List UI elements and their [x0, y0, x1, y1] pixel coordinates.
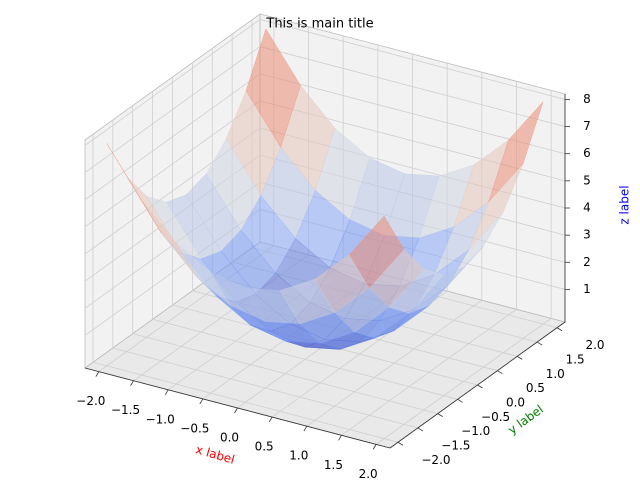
tick-mark [164, 389, 169, 396]
z-tick-label: 8 [583, 92, 591, 106]
z-tick-label: 3 [583, 228, 591, 242]
x-tick-label: 1.5 [324, 458, 343, 472]
surface-cell [488, 101, 544, 202]
tick-mark [199, 398, 204, 405]
y-tick-label: −1.0 [461, 424, 490, 438]
y-tick-label: 1.0 [546, 367, 565, 381]
grid-line [112, 347, 418, 429]
x-tick-label: 1.0 [289, 449, 308, 463]
tick-mark [477, 384, 483, 389]
tick-mark [437, 413, 443, 417]
grid-line [259, 19, 566, 100]
surface-cell [245, 28, 301, 148]
surface-cell [349, 215, 405, 289]
grid-line [84, 19, 261, 146]
y-tick-label: −0.5 [481, 410, 510, 424]
grid-line [152, 318, 458, 400]
z-tick-label: 6 [583, 146, 591, 160]
tick-mark [95, 371, 100, 377]
x-tick-label: −1.5 [111, 403, 140, 417]
tick-mark [303, 425, 308, 432]
tick-mark [536, 341, 543, 346]
grid-line [92, 361, 399, 443]
z-tick-label: 7 [583, 119, 591, 133]
y-tick-label: −2.0 [421, 453, 450, 467]
grid-line [84, 100, 261, 228]
z-tick-label: 1 [583, 282, 591, 296]
grid-line [132, 333, 438, 415]
grid-line [84, 46, 261, 173]
grid-line [84, 73, 261, 201]
y-tick-label: 0.0 [506, 396, 525, 410]
y-tick-label: 2.0 [585, 338, 604, 352]
grid-line [259, 46, 566, 127]
tick-mark [130, 380, 134, 386]
y-tick-label: 1.5 [566, 353, 585, 367]
x-tick-label: −2.0 [76, 394, 105, 408]
tick-mark [372, 444, 377, 450]
y-tick-label: −1.5 [441, 438, 470, 452]
tick-mark [517, 356, 523, 360]
tick-mark [417, 427, 424, 432]
z-tick-label: 5 [583, 173, 591, 187]
tick-mark [268, 416, 273, 423]
x-tick-label: 2.0 [359, 467, 378, 480]
tick-mark [497, 370, 503, 375]
z-tick-label: 4 [583, 201, 591, 215]
surface [106, 28, 544, 350]
x-tick-label: −1.0 [146, 412, 175, 426]
tick-mark [234, 407, 238, 414]
surface-cell [106, 143, 162, 234]
tick-mark [556, 327, 563, 332]
chart-title: This is main title [265, 17, 373, 32]
x-axis-label: x label [194, 442, 236, 466]
tick-mark [338, 435, 342, 441]
x-tick-label: 0.0 [220, 431, 239, 445]
y-tick-label: 0.5 [526, 381, 545, 395]
z-axis-label: z label [618, 185, 632, 224]
x-tick-label: −0.5 [180, 421, 209, 435]
x-tick-label: 0.5 [255, 440, 274, 454]
tick-mark [397, 441, 404, 446]
tick-mark [457, 398, 463, 403]
z-tick-label: 2 [583, 255, 591, 269]
labels: −2.0−1.5−1.0−0.50.00.51.01.52.0−2.0−1.5−… [76, 92, 604, 480]
